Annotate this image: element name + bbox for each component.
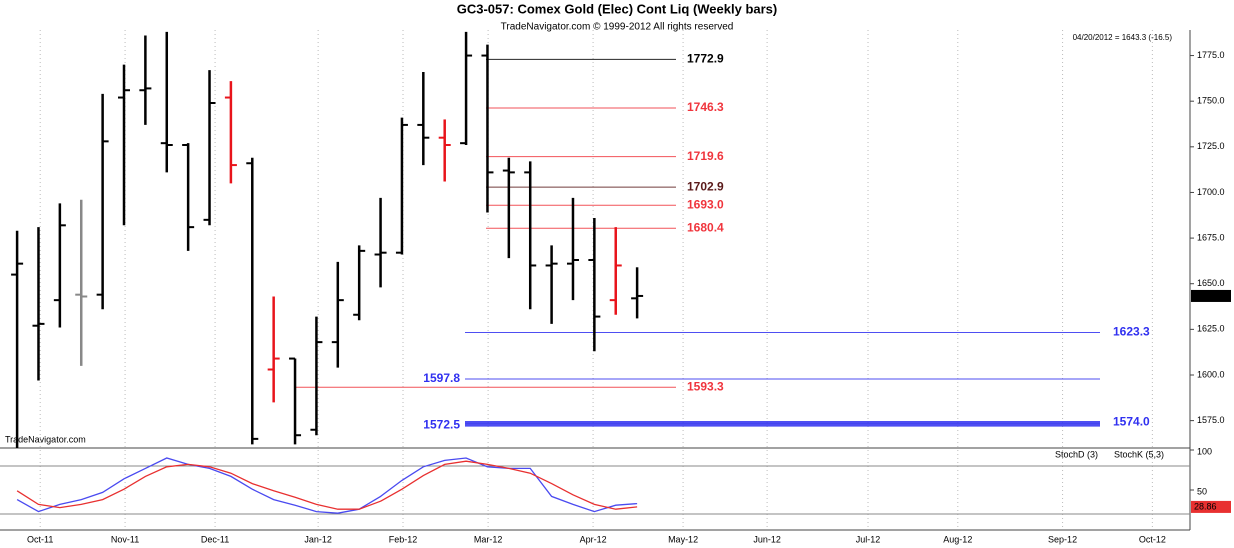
level-label: 1719.6: [687, 149, 724, 163]
x-tick-label: May-12: [668, 534, 698, 544]
x-tick-label: Dec-11: [201, 534, 229, 544]
price-box: [1191, 289, 1231, 302]
stoch-line: [16, 457, 638, 514]
y-tick-label: 50: [1197, 486, 1207, 496]
stoch-line: [16, 460, 638, 510]
level-label: 1623.3: [1113, 325, 1150, 339]
x-tick-label: Jul-12: [856, 534, 881, 544]
x-tick-label: Sep-12: [1048, 534, 1077, 544]
y-tick-label: 1725.0: [1197, 141, 1225, 151]
y-tick-label: 1775.0: [1197, 50, 1225, 60]
price-box-label: 1643.3: [1194, 290, 1222, 300]
level-label: 1746.3: [687, 100, 724, 114]
level-label: 1574.0: [1113, 415, 1150, 429]
chart-subtitle: TradeNavigator.com © 1999-2012 All right…: [501, 22, 734, 33]
x-tick-label: Apr-12: [580, 534, 607, 544]
y-tick-label: 1650.0: [1197, 278, 1225, 288]
level-label: 1702.9: [687, 179, 724, 193]
y-tick-label: 1700.0: [1197, 187, 1225, 197]
chart-title: GC3-057: Comex Gold (Elec) Cont Liq (Wee…: [457, 1, 778, 16]
level-label: 1693.0: [687, 197, 724, 211]
x-tick-label: Feb-12: [389, 534, 418, 544]
level-label: 1680.4: [687, 220, 724, 234]
level-label: 1597.8: [423, 371, 460, 385]
level-label: 1593.3: [687, 379, 724, 393]
legend-label: StochD (3): [1055, 449, 1098, 459]
x-tick-label: Aug-12: [943, 534, 972, 544]
last-price-note: 04/20/2012 = 1643.3 (-16.5): [1073, 33, 1173, 42]
x-tick-label: Nov-11: [111, 534, 139, 544]
x-tick-label: Oct-11: [27, 534, 53, 544]
x-tick-label: Mar-12: [474, 534, 503, 544]
y-tick-label: 1625.0: [1197, 324, 1225, 334]
stoch-box-label: 28.86: [1194, 501, 1217, 511]
level-label: 1772.9: [687, 52, 724, 66]
y-tick-label: 100: [1197, 446, 1212, 456]
y-tick-label: 1600.0: [1197, 369, 1225, 379]
legend-label: StochK (5,3): [1114, 449, 1164, 459]
y-tick-label: 1750.0: [1197, 96, 1225, 106]
level-label: 1572.5: [423, 417, 460, 431]
y-tick-label: 1675.0: [1197, 232, 1225, 242]
stoch-box: [1191, 500, 1231, 513]
watermark: TradeNavigator.com: [5, 434, 86, 444]
x-tick-label: Jan-12: [304, 534, 332, 544]
y-tick-label: 1575.0: [1197, 415, 1225, 425]
x-tick-label: Oct-12: [1139, 534, 1166, 544]
x-tick-label: Jun-12: [753, 534, 781, 544]
